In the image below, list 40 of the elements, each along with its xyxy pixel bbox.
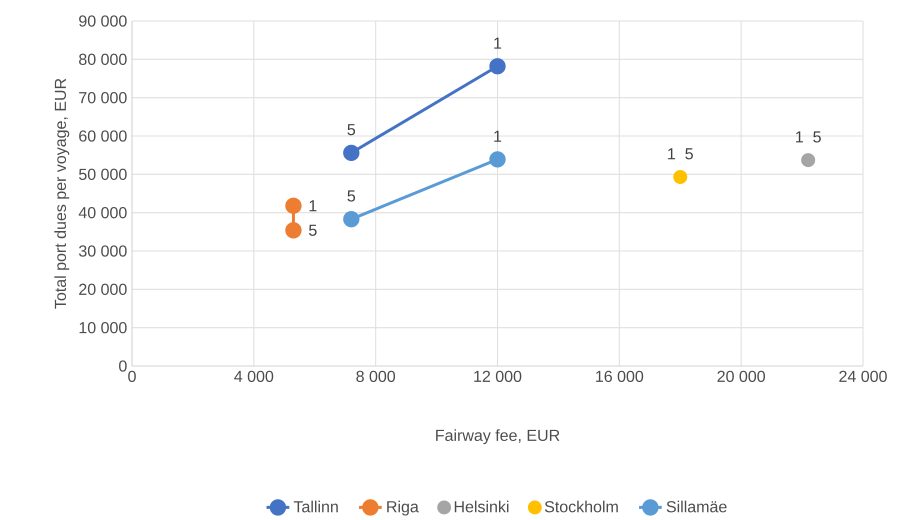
point: [285, 222, 302, 238]
legend-label: Sillamäe: [666, 500, 727, 512]
annotation: 5: [813, 131, 821, 143]
annotation: 1: [310, 200, 316, 212]
x-tick-label: 4 000: [234, 370, 274, 382]
y-tick-label: 40 000: [78, 207, 127, 218]
y-tick-label: 20 000: [79, 284, 127, 295]
y-tick-label: 30 000: [78, 245, 127, 257]
y-tick-label: 90 000: [79, 15, 127, 27]
annotation: 1: [494, 38, 502, 49]
point: [489, 58, 506, 74]
y-tick-label: 70 000: [79, 92, 127, 104]
legend-label: Riga: [387, 500, 419, 516]
x-tick-label: 0: [128, 370, 136, 382]
x-tick-label: 16 000: [596, 370, 644, 382]
y-tick-label: 10 000: [80, 322, 127, 334]
x-tick-label: 24 000: [839, 370, 887, 382]
point: [489, 151, 506, 168]
point: [285, 198, 302, 214]
legend-label: Helsinki: [454, 500, 508, 512]
annotation: 5: [348, 190, 356, 202]
y-tick-label: 50 000: [79, 168, 127, 180]
annotation: 5: [309, 224, 317, 236]
y-tick-label: 0: [119, 360, 127, 372]
annotation: 5: [685, 148, 693, 160]
y-axis-title: Total port dues per voyage, EUR: [54, 78, 70, 309]
annotation: 1: [668, 148, 676, 160]
annotation: 5: [348, 124, 356, 136]
y-tick-label: 60 000: [79, 130, 127, 142]
x-tick-label: 8 000: [356, 370, 396, 382]
y-tick-label: 80 000: [79, 54, 127, 65]
x-tick-label: 12 000: [474, 370, 522, 382]
point: [343, 211, 360, 228]
legend-label: Stockholm: [544, 500, 618, 512]
legend-label: Tallinn: [294, 500, 338, 512]
x-axis-title: Fairway fee, EUR: [436, 429, 560, 444]
annotation: 1: [796, 131, 803, 142]
point: [343, 144, 360, 162]
annotation: 1: [494, 130, 502, 142]
x-tick-label: 20 000: [717, 370, 765, 382]
